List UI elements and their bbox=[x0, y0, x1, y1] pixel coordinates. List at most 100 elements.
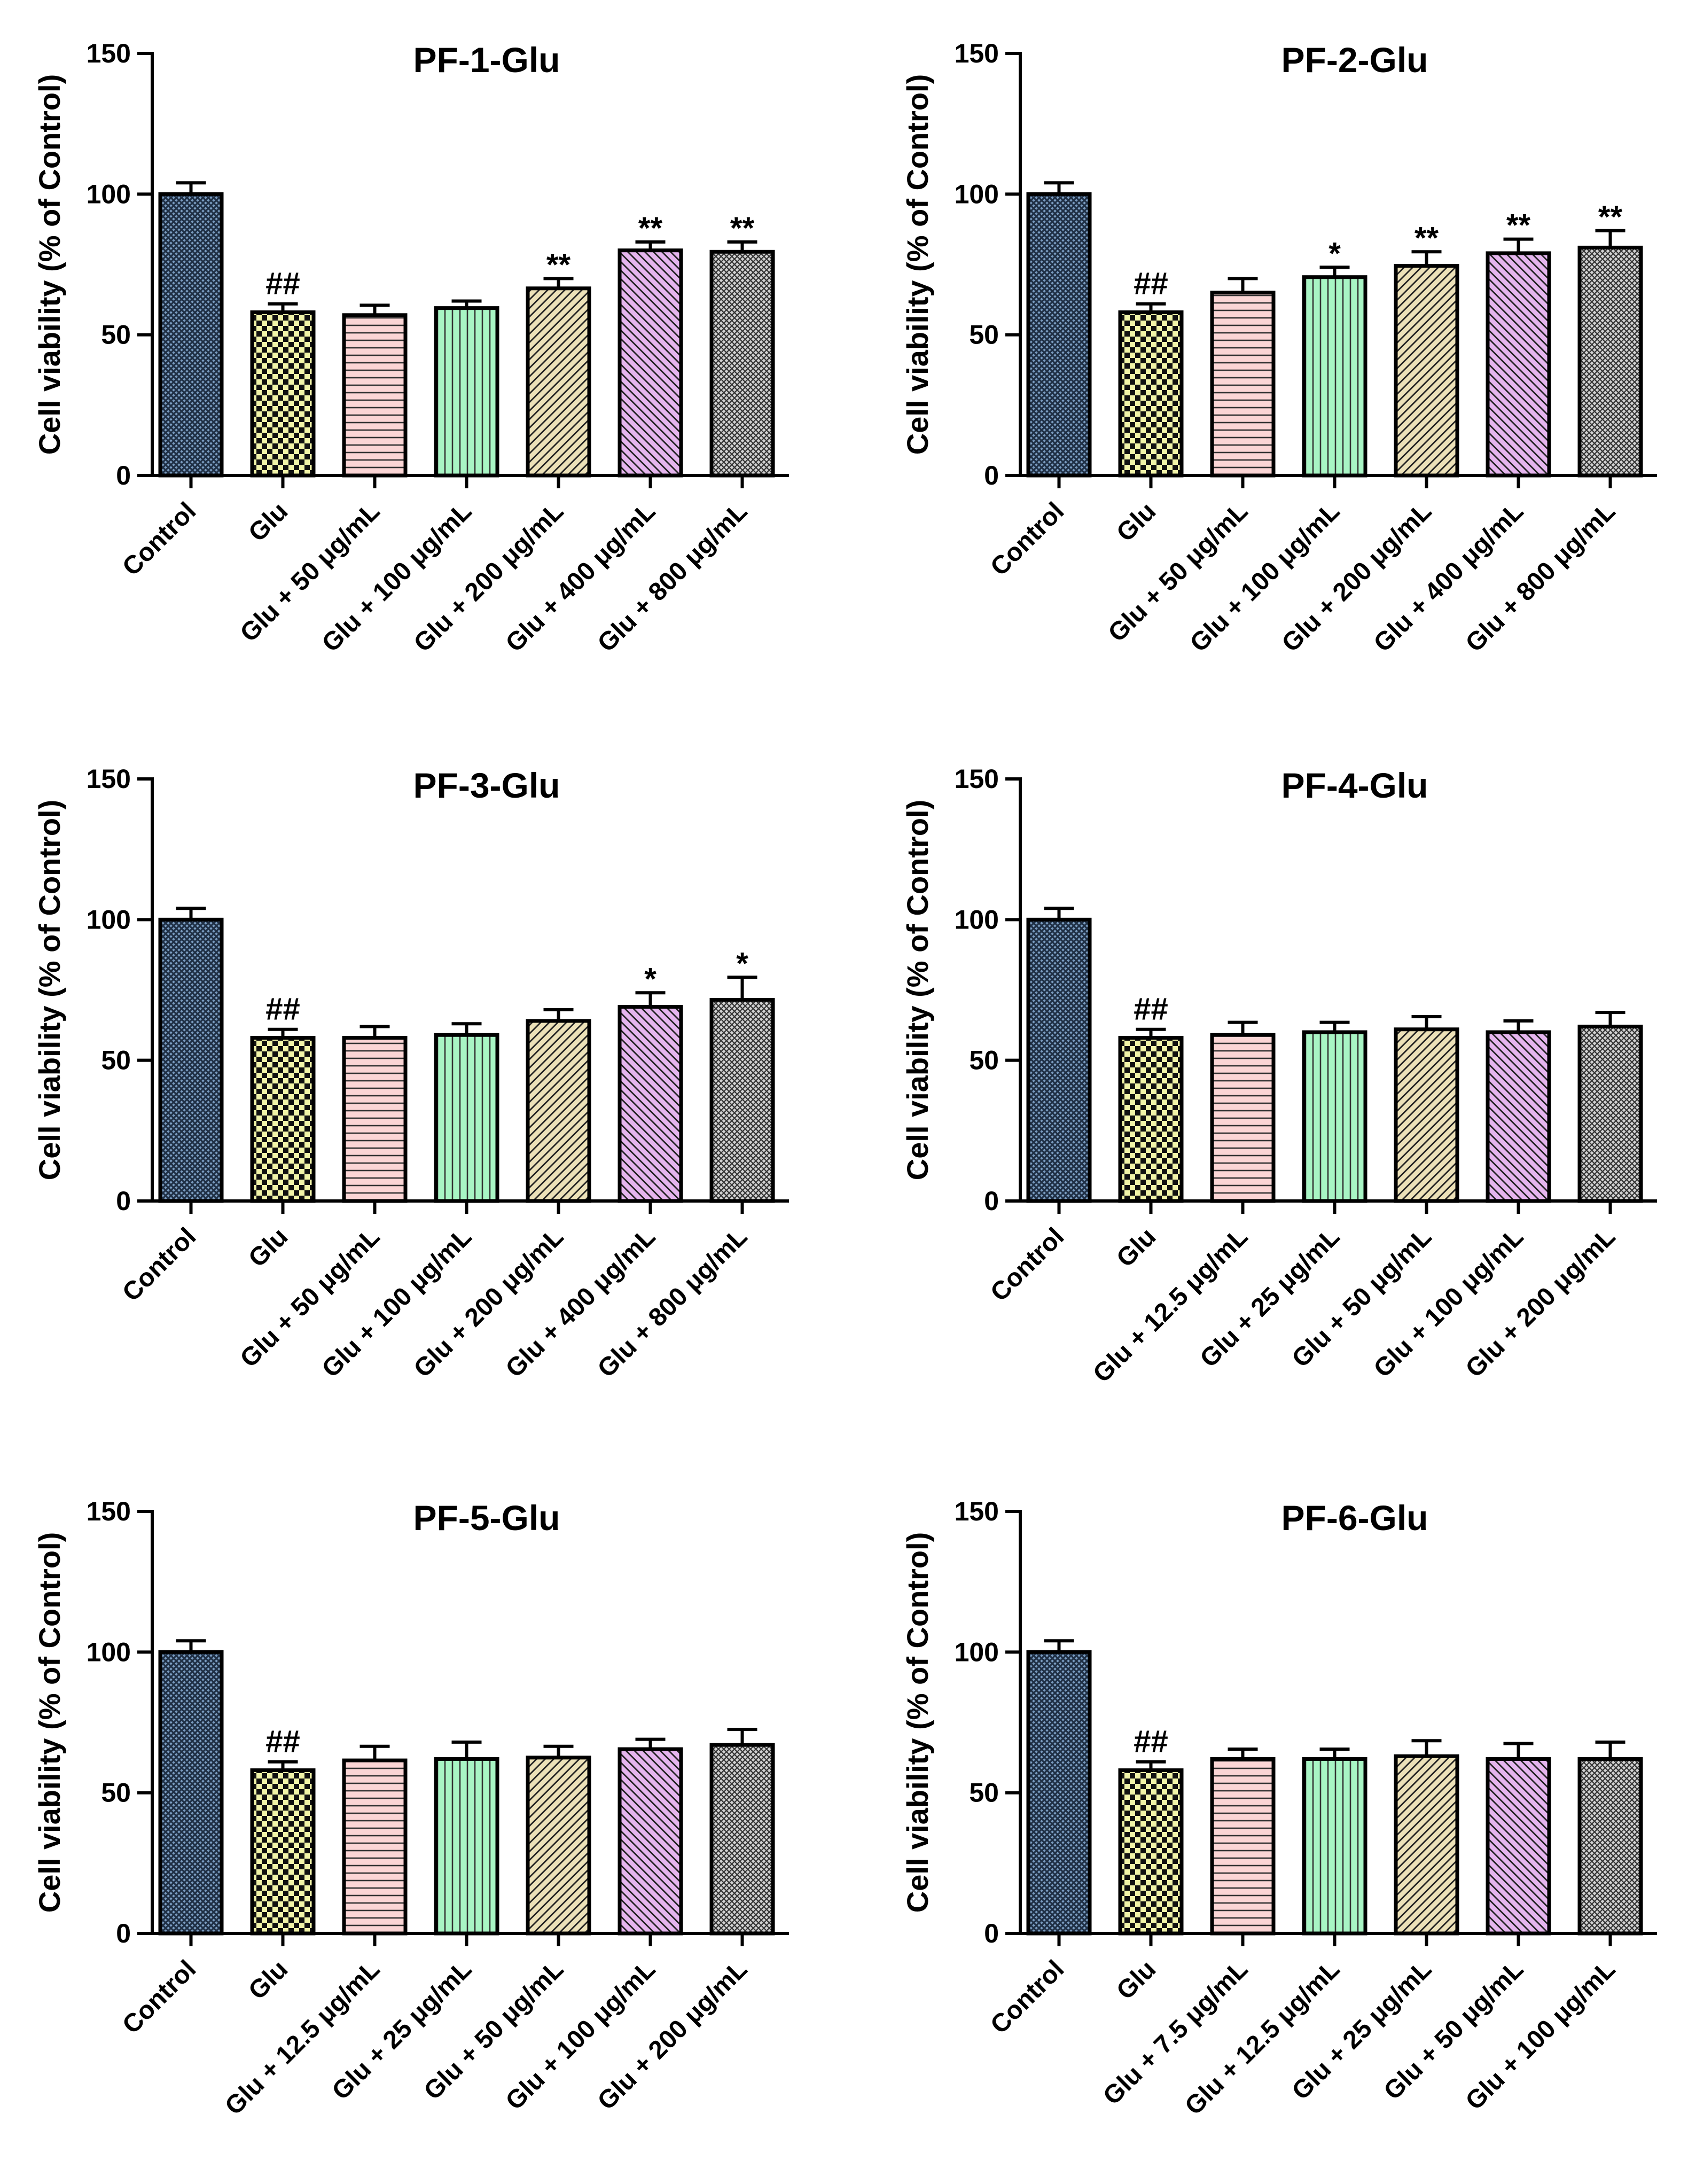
chart-title: PF-6-Glu bbox=[1281, 1498, 1428, 1538]
x-tick-label: Glu bbox=[243, 1222, 293, 1273]
x-tick-label: Glu bbox=[1111, 497, 1161, 547]
chart-panel-3: PF-3-Glu Cell viability (% of Control) 0 50… bbox=[33, 764, 789, 1383]
bar-3 bbox=[342, 1036, 408, 1203]
y-axis-label: Cell viability (% of Control) bbox=[33, 1532, 66, 1913]
y-tick-label: 100 bbox=[955, 904, 999, 934]
chart-title: PF-3-Glu bbox=[413, 766, 560, 805]
y-tick-label: 0 bbox=[116, 461, 131, 490]
x-tick-label: Control bbox=[117, 1955, 201, 2039]
significance-label: ## bbox=[265, 267, 300, 301]
y-tick-label: 50 bbox=[101, 320, 131, 350]
y-tick-label: 100 bbox=[87, 1637, 131, 1667]
bar-2 bbox=[1118, 1768, 1184, 1936]
bar-5 bbox=[1394, 264, 1459, 478]
significance-label: * bbox=[644, 962, 657, 996]
chart-panel-5: PF-5-Glu Cell viability (% of Control) 0 50… bbox=[33, 1496, 789, 2120]
significance-label: * bbox=[1328, 236, 1341, 271]
bar-4 bbox=[1302, 1757, 1367, 1936]
y-tick-label: 0 bbox=[984, 1186, 999, 1216]
y-tick-label: 50 bbox=[969, 1778, 999, 1808]
y-tick-label: 50 bbox=[101, 1778, 131, 1808]
chart-panel-1: PF-1-Glu Cell viability (% of Control) 0 50… bbox=[33, 38, 789, 658]
y-tick-label: 100 bbox=[955, 179, 999, 209]
x-tick-label: Control bbox=[985, 1222, 1069, 1307]
bar-1 bbox=[1026, 1650, 1092, 1936]
y-tick-label: 0 bbox=[116, 1918, 131, 1948]
x-tick-label: Control bbox=[985, 497, 1069, 581]
bar-6 bbox=[1486, 1757, 1551, 1936]
significance-label: ## bbox=[1134, 267, 1168, 301]
bar-7 bbox=[1577, 1757, 1643, 1936]
bar-7 bbox=[709, 1743, 775, 1936]
x-tick-label: Glu bbox=[1111, 1222, 1161, 1273]
significance-label: ** bbox=[1415, 221, 1439, 255]
significance-label: ## bbox=[265, 992, 300, 1027]
bar-5 bbox=[1394, 1754, 1459, 1936]
bar-2 bbox=[250, 1768, 316, 1936]
bar-2 bbox=[1118, 310, 1184, 478]
bar-7 bbox=[709, 997, 775, 1203]
bar-3 bbox=[342, 313, 408, 478]
bar-6 bbox=[1486, 1030, 1551, 1203]
y-tick-label: 100 bbox=[87, 179, 131, 209]
chart-title: PF-1-Glu bbox=[413, 40, 560, 80]
bar-1 bbox=[158, 192, 224, 478]
bar-1 bbox=[158, 917, 224, 1203]
chart-panel-4: PF-4-Glu Cell viability (% of Control) 0 50… bbox=[901, 764, 1657, 1388]
significance-label: ** bbox=[1506, 208, 1531, 243]
bar-6 bbox=[1486, 251, 1551, 478]
bar-4 bbox=[434, 1757, 499, 1936]
significance-label: ## bbox=[1134, 1725, 1168, 1759]
x-tick-label: Control bbox=[117, 497, 201, 581]
y-axis-label: Cell viability (% of Control) bbox=[901, 74, 934, 455]
bar-7 bbox=[709, 249, 775, 478]
y-tick-label: 0 bbox=[984, 461, 999, 490]
y-tick-label: 150 bbox=[87, 38, 131, 68]
bar-4 bbox=[1302, 1030, 1367, 1203]
panels: PF-1-Glu Cell viability (% of Control) 0 50… bbox=[33, 38, 1657, 2120]
bar-3 bbox=[1210, 291, 1276, 478]
bar-5 bbox=[526, 1756, 591, 1936]
y-axis-label: Cell viability (% of Control) bbox=[33, 74, 66, 455]
y-tick-label: 150 bbox=[955, 764, 999, 794]
bar-6 bbox=[618, 1005, 683, 1203]
bar-2 bbox=[250, 310, 316, 478]
y-tick-label: 0 bbox=[984, 1918, 999, 1948]
bar-5 bbox=[526, 1019, 591, 1203]
bar-6 bbox=[618, 1747, 683, 1936]
chart-title: PF-2-Glu bbox=[1281, 40, 1428, 80]
bar-1 bbox=[1026, 192, 1092, 478]
y-axis-label: Cell viability (% of Control) bbox=[33, 800, 66, 1180]
significance-label: ** bbox=[546, 247, 571, 282]
bar-3 bbox=[1210, 1757, 1276, 1936]
bar-2 bbox=[250, 1036, 316, 1203]
bar-1 bbox=[1026, 917, 1092, 1203]
y-tick-label: 50 bbox=[969, 1046, 999, 1075]
significance-label: ## bbox=[265, 1725, 300, 1759]
significance-label: ** bbox=[1598, 200, 1623, 235]
x-tick-label: Glu bbox=[243, 497, 293, 547]
bar-4 bbox=[434, 1033, 499, 1203]
chart-panel-2: PF-2-Glu Cell viability (% of Control) 0 50… bbox=[901, 38, 1657, 658]
bar-6 bbox=[618, 248, 683, 478]
x-tick-label: Control bbox=[117, 1222, 201, 1307]
bar-5 bbox=[1394, 1027, 1459, 1203]
bar-7 bbox=[1577, 245, 1643, 478]
bar-4 bbox=[434, 306, 499, 478]
x-tick-label: Glu bbox=[1111, 1955, 1161, 2005]
x-tick-label: Glu bbox=[243, 1955, 293, 2005]
y-tick-label: 100 bbox=[955, 1637, 999, 1667]
significance-label: ## bbox=[1134, 992, 1168, 1027]
bar-3 bbox=[1210, 1033, 1276, 1203]
x-tick-label: Glu + 12.5 μg/mL bbox=[1088, 1222, 1253, 1388]
y-tick-label: 100 bbox=[87, 904, 131, 934]
y-tick-label: 150 bbox=[955, 38, 999, 68]
significance-label: ** bbox=[638, 211, 663, 246]
bar-2 bbox=[1118, 1036, 1184, 1203]
significance-label: * bbox=[736, 946, 748, 981]
y-tick-label: 150 bbox=[87, 764, 131, 794]
chart-title: PF-4-Glu bbox=[1281, 766, 1428, 805]
y-tick-label: 50 bbox=[101, 1046, 131, 1075]
bar-4 bbox=[1302, 275, 1367, 478]
